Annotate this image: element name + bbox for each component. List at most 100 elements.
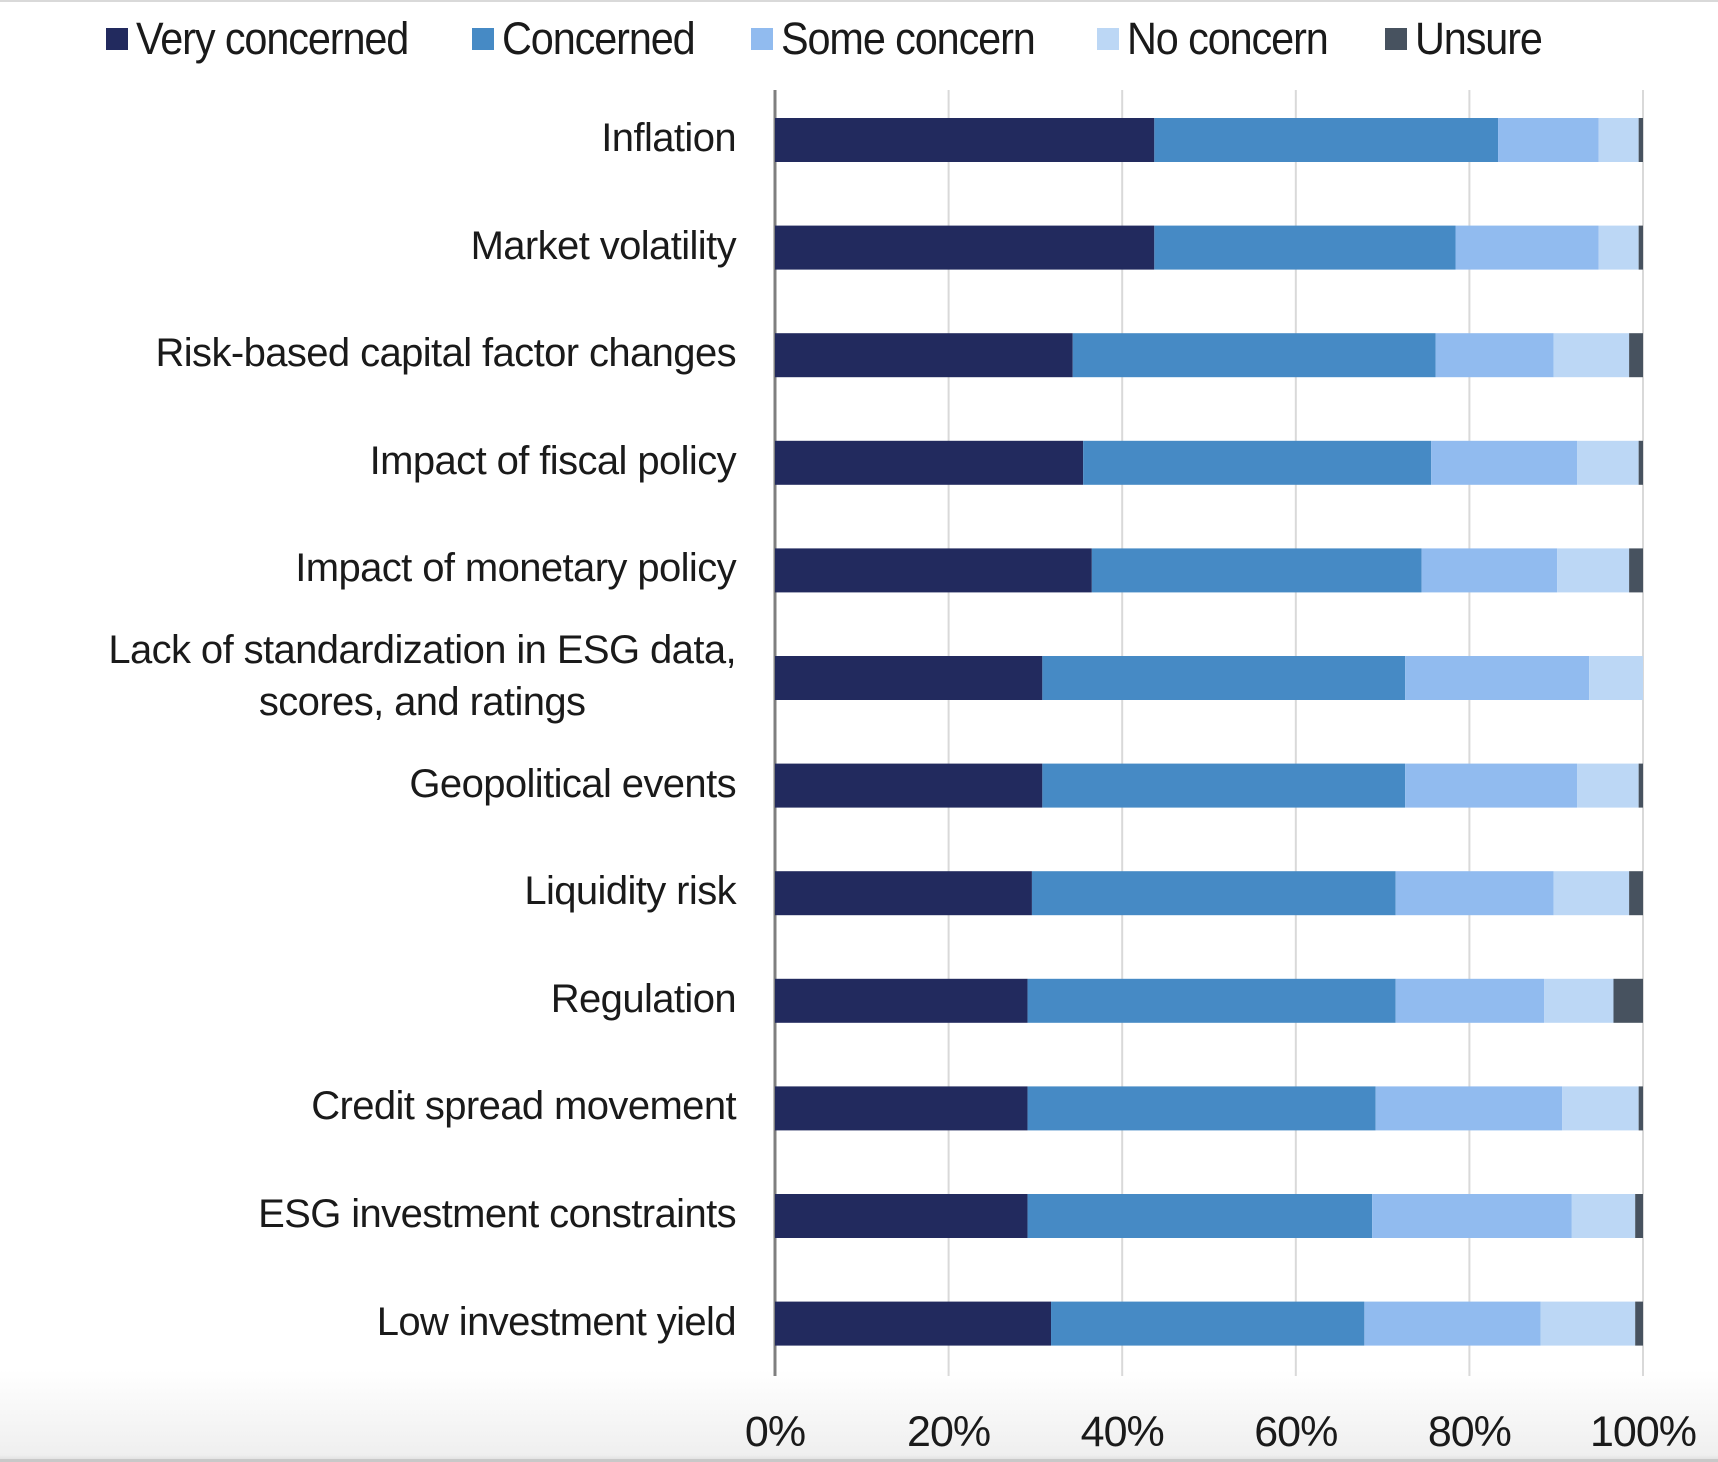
x-tick-label: 80% [1427, 1408, 1512, 1456]
bar-segment-some-concern [1395, 978, 1545, 1023]
bar-segment-some-concern [1375, 1086, 1563, 1131]
legend-label: Very concerned [136, 13, 409, 64]
bar-segment-some-concern [1405, 763, 1578, 808]
bar-segment-very-concerned [775, 440, 1084, 485]
bar-segment-concerned [1042, 763, 1406, 808]
category-label: Impact of monetary policy [295, 542, 736, 594]
bar-segment-some-concern [1421, 548, 1558, 593]
bar-segment-unsure [1629, 871, 1643, 916]
category-label: Regulation [551, 973, 737, 1025]
bar-segment-some-concern [1498, 118, 1599, 162]
bar-segment-some-concern [1431, 440, 1578, 485]
category-label-line: Impact of monetary policy [295, 546, 736, 591]
x-tick-label: 100% [1590, 1408, 1697, 1456]
legend-swatch [1097, 28, 1120, 50]
bar-segment-no-concern [1598, 225, 1639, 270]
bar-segment-concerned [1083, 440, 1432, 485]
legend-swatch [471, 28, 494, 50]
bar-segment-concerned [1027, 978, 1396, 1023]
bar-segment-very-concerned [775, 656, 1043, 700]
bar-segment-unsure [1635, 1301, 1643, 1346]
category-label: Geopolitical events [409, 758, 736, 810]
bar-segment-unsure [1638, 118, 1643, 162]
bar-segment-unsure [1629, 548, 1643, 593]
category-label: Impact of fiscal policy [369, 435, 737, 487]
category-label-line: Impact of fiscal policy [369, 438, 737, 483]
category-label: Market volatility [470, 220, 737, 272]
category-label-line: Lack of standardization in ESG data, [108, 628, 736, 672]
bar-segment-unsure [1629, 333, 1643, 378]
bar-segment-no-concern [1544, 978, 1614, 1023]
x-tick-label: 40% [1080, 1408, 1165, 1456]
bottom-border [0, 1459, 1718, 1462]
legend-swatch [1385, 28, 1408, 50]
category-label-line: scores, and ratings [258, 680, 586, 724]
bar-segment-no-concern [1553, 333, 1630, 378]
bar-segment-some-concern [1435, 333, 1554, 378]
bar-segment-some-concern [1372, 1194, 1572, 1238]
legend-label: Unsure [1415, 13, 1543, 64]
bar-segment-unsure [1613, 978, 1643, 1023]
chart-legend: Very concerned Concerned Some concern No co… [106, 12, 1553, 66]
category-label-line: Low investment yield [376, 1299, 737, 1344]
bar-segment-no-concern [1562, 1086, 1639, 1131]
bar-segment-very-concerned [775, 333, 1073, 378]
bar-segment-concerned [1031, 871, 1396, 916]
bar-segment-concerned [1027, 1194, 1373, 1238]
bar-segment-very-concerned [775, 1194, 1028, 1238]
legend-label: Some concern [781, 13, 1036, 64]
legend-swatch [751, 28, 774, 50]
bar-segment-no-concern [1553, 871, 1630, 916]
category-label: Credit spread movement [311, 1080, 736, 1132]
category-label-line: Market volatility [470, 223, 737, 268]
legend-swatch [106, 28, 128, 50]
bar-segment-no-concern [1598, 118, 1639, 162]
category-label-line: Credit spread movement [311, 1084, 736, 1129]
bar-segment-very-concerned [775, 1086, 1028, 1131]
bar-segment-some-concern [1364, 1301, 1541, 1346]
top-border [0, 0, 1718, 2]
bar-segment-no-concern [1577, 763, 1639, 808]
bar-segment-concerned [1051, 1301, 1365, 1346]
bar-segment-concerned [1072, 333, 1436, 378]
bar-segment-some-concern [1405, 656, 1590, 700]
category-label-line: Risk-based capital factor changes [155, 331, 736, 376]
category-label: Lack of standardization in ESG data, scor… [108, 624, 736, 728]
category-label: Liquidity risk [524, 865, 736, 917]
category-label: Low investment yield [376, 1296, 737, 1348]
bar-segment-no-concern [1557, 548, 1630, 593]
category-label-line: ESG investment constraints [258, 1192, 737, 1236]
bar-segment-very-concerned [775, 225, 1155, 270]
bar-segment-some-concern [1455, 225, 1599, 270]
bar-segment-very-concerned [775, 548, 1092, 593]
bar-segment-unsure [1638, 225, 1643, 270]
bar-segment-very-concerned [775, 1301, 1052, 1346]
bar-segment-very-concerned [775, 871, 1032, 916]
category-label-line: Liquidity risk [524, 869, 736, 914]
category-label-line: Geopolitical events [409, 761, 736, 806]
category-label: Inflation [601, 112, 736, 164]
legend-label: Concerned [501, 13, 696, 64]
legend-item: Unsure [1385, 13, 1553, 65]
bar-segment-unsure [1635, 1194, 1643, 1238]
bar-segment-concerned [1154, 225, 1456, 270]
bar-segment-no-concern [1577, 440, 1639, 485]
bar-segment-concerned [1091, 548, 1422, 593]
bar-segment-some-concern [1395, 871, 1554, 916]
bar-segment-no-concern [1540, 1301, 1636, 1346]
x-tick-label: 20% [907, 1408, 991, 1456]
bar-segment-very-concerned [775, 763, 1043, 808]
bar-segment-concerned [1027, 1086, 1376, 1131]
bar-segment-no-concern [1589, 656, 1643, 700]
category-label-line: Inflation [601, 116, 736, 160]
legend-item: Some concern [751, 13, 1057, 65]
bar-segment-concerned [1042, 656, 1406, 700]
bar-segment-very-concerned [775, 118, 1155, 162]
x-tick-label: 60% [1254, 1408, 1338, 1456]
bar-segment-unsure [1638, 440, 1643, 485]
legend-item: Very concerned [106, 13, 432, 65]
bar-segment-unsure [1638, 1086, 1643, 1131]
bar-segment-unsure [1638, 763, 1643, 808]
legend-item: No concern [1097, 13, 1345, 65]
